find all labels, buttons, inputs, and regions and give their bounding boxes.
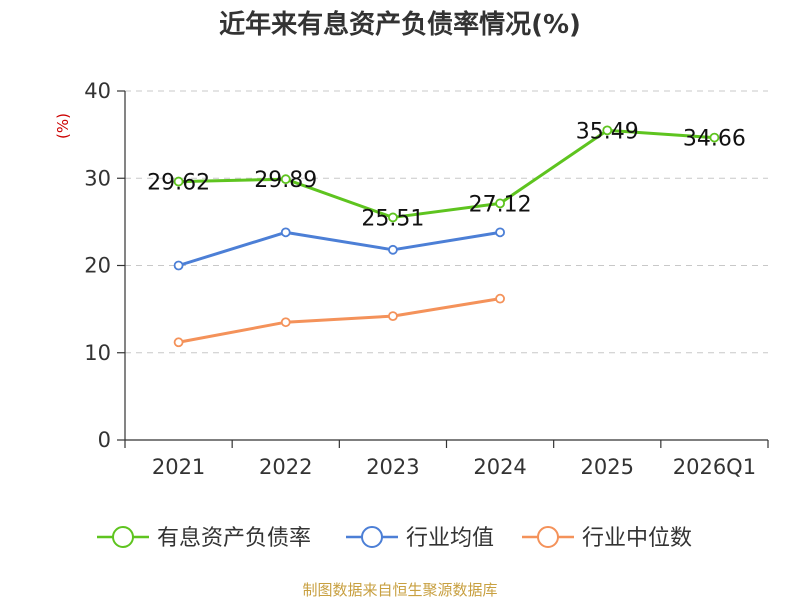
data-point — [173, 337, 184, 348]
legend-label: 有息资产负债率 — [157, 526, 311, 551]
data-point — [495, 198, 505, 209]
x-tick-label: 2022 — [259, 455, 312, 479]
legend-label: 行业均值 — [406, 526, 494, 551]
data-point — [709, 132, 720, 143]
grid-lines — [125, 90, 768, 354]
legend-label: 行业中位数 — [582, 526, 692, 551]
x-tick-label: 2023 — [366, 455, 419, 479]
series-group — [173, 125, 720, 348]
x-tick-label: 2026Q1 — [673, 455, 756, 479]
data-label: 29.62 — [147, 171, 210, 196]
data-point — [173, 176, 184, 187]
legend-marker — [537, 526, 559, 548]
data-point — [173, 260, 184, 271]
x-tick-label: 2021 — [152, 455, 205, 479]
series-line — [178, 297, 501, 344]
axes: 0 10 20 30 40 2021 2022 2023 2024 2025 2026Q1 — [84, 79, 769, 479]
data-label: 27.12 — [469, 192, 532, 217]
series-line — [178, 128, 715, 219]
data-point — [495, 227, 505, 238]
x-tick-label: 2024 — [473, 455, 526, 479]
y-tick-label: 30 — [84, 166, 111, 190]
data-label: 25.51 — [361, 206, 424, 231]
y-tick-label: 40 — [84, 79, 111, 103]
source-note: 制图数据来自恒生聚源数据库 — [302, 581, 498, 599]
chart-title: 近年来有息资产负债率情况(%) — [219, 10, 581, 40]
data-label: 35.49 — [576, 119, 639, 144]
data-point — [280, 317, 291, 328]
data-point — [280, 227, 291, 238]
series-line — [178, 230, 501, 267]
legend-marker — [361, 526, 383, 548]
data-point — [388, 212, 398, 223]
data-point — [388, 311, 398, 322]
x-tick-label: 2025 — [581, 455, 634, 479]
data-point — [280, 174, 291, 185]
legend: 有息资产负债率 行业均值 行业中位数 — [97, 526, 692, 551]
y-axis-label: (%) — [54, 113, 72, 139]
data-labels: 29.62 29.89 25.51 27.12 35.49 34.66 — [147, 119, 746, 231]
y-tick-label: 20 — [84, 254, 111, 278]
y-tick-label: 10 — [84, 341, 111, 365]
data-label: 29.89 — [254, 168, 317, 193]
y-tick-label: 0 — [98, 428, 111, 452]
data-label: 34.66 — [683, 127, 746, 152]
legend-marker — [112, 526, 134, 548]
data-point — [388, 244, 398, 255]
data-point — [602, 125, 613, 136]
data-point — [495, 293, 505, 304]
